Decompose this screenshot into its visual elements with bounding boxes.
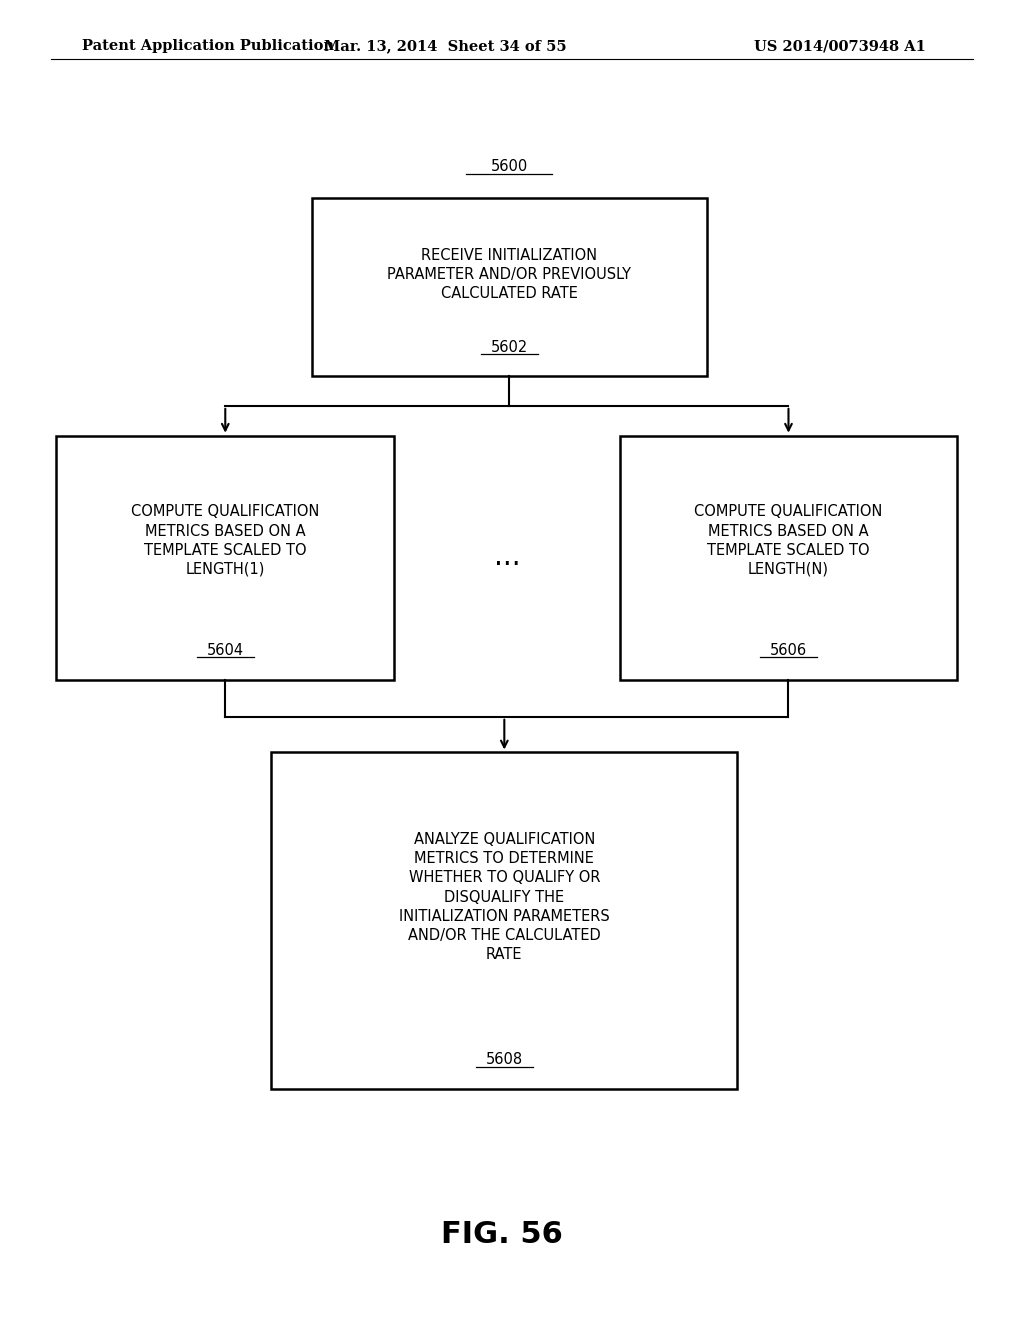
Bar: [56, 436, 394, 680]
Text: Mar. 13, 2014  Sheet 34 of 55: Mar. 13, 2014 Sheet 34 of 55: [325, 40, 566, 53]
Bar: [620, 436, 957, 680]
Text: FIG. 56: FIG. 56: [440, 1220, 563, 1249]
Text: Patent Application Publication: Patent Application Publication: [82, 40, 334, 53]
Text: 5608: 5608: [485, 1052, 523, 1068]
Text: 5600: 5600: [490, 160, 528, 174]
Text: 5604: 5604: [207, 643, 244, 659]
Text: ...: ...: [494, 543, 520, 572]
Text: RECEIVE INITIALIZATION
PARAMETER AND/OR PREVIOUSLY
CALCULATED RATE: RECEIVE INITIALIZATION PARAMETER AND/OR …: [387, 248, 632, 301]
Text: ANALYZE QUALIFICATION
METRICS TO DETERMINE
WHETHER TO QUALIFY OR
DISQUALIFY THE
: ANALYZE QUALIFICATION METRICS TO DETERMI…: [399, 832, 609, 962]
Text: COMPUTE QUALIFICATION
METRICS BASED ON A
TEMPLATE SCALED TO
LENGTH(1): COMPUTE QUALIFICATION METRICS BASED ON A…: [131, 504, 319, 577]
Text: US 2014/0073948 A1: US 2014/0073948 A1: [754, 40, 926, 53]
Text: 5606: 5606: [770, 643, 807, 659]
Bar: [312, 198, 707, 376]
Text: COMPUTE QUALIFICATION
METRICS BASED ON A
TEMPLATE SCALED TO
LENGTH(N): COMPUTE QUALIFICATION METRICS BASED ON A…: [694, 504, 883, 577]
Text: 5602: 5602: [490, 339, 528, 355]
Bar: [271, 752, 737, 1089]
